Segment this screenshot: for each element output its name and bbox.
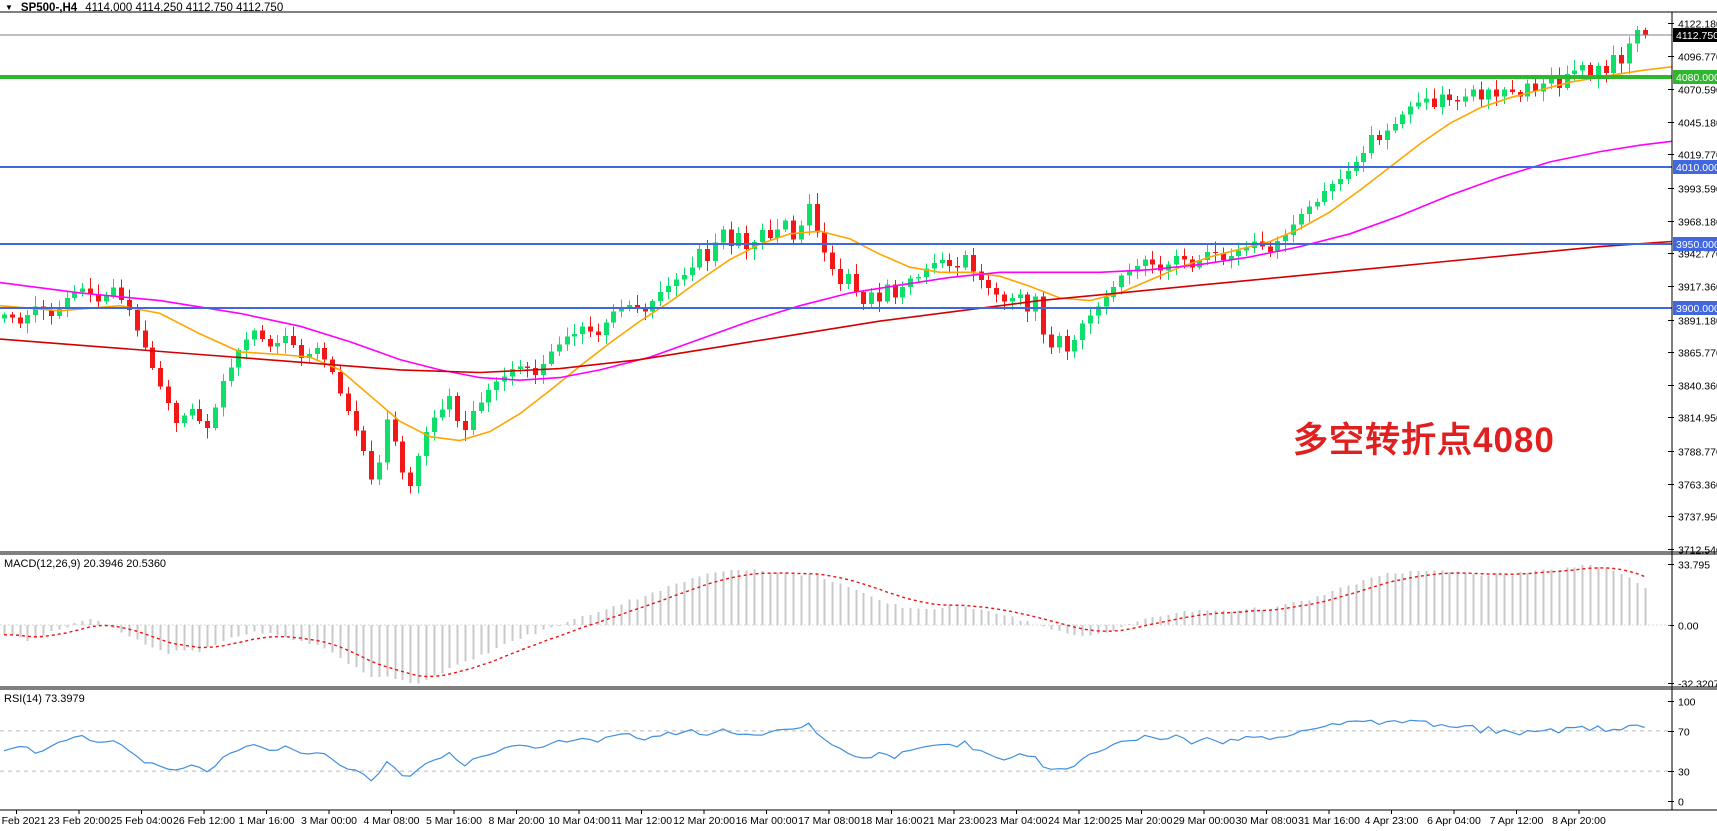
time-tick-label: 1 Mar 16:00 bbox=[238, 815, 294, 827]
symbol-timeframe: SP500-,H4 bbox=[20, 2, 78, 14]
time-tick-label: 4 Mar 08:00 bbox=[363, 815, 419, 827]
badge-last-price-text: 4112.750 bbox=[1676, 30, 1717, 42]
horizontal-line-objects[interactable] bbox=[0, 34, 1672, 309]
time-tick-label: 17 Mar 08:00 bbox=[798, 815, 860, 827]
axis-tick-label: 4122.180 bbox=[1678, 19, 1717, 31]
badge-hline-3950 bbox=[1673, 237, 1717, 251]
time-tick-label: 21 Mar 23:00 bbox=[923, 815, 985, 827]
time-tick-label: 25 Feb 04:00 bbox=[111, 815, 173, 827]
time-tick-label: 10 Mar 04:00 bbox=[548, 815, 610, 827]
price-badges: 4112.750 4080.000 4010.000 3950.000 3900.000 bbox=[1673, 28, 1717, 315]
badge-hline-3950-text: 3950.000 bbox=[1676, 239, 1717, 251]
price-axis[interactable]: 4122.180 4096.770 4070.590 4045.180 4019.770… bbox=[1668, 19, 1717, 809]
panel-borders bbox=[0, 11, 1717, 811]
time-tick-label: 30 Mar 08:00 bbox=[1236, 815, 1298, 827]
moving-averages bbox=[0, 66, 1672, 442]
axis-tick-label: 3712.540 bbox=[1678, 545, 1717, 557]
badge-hline-4010-text: 4010.000 bbox=[1676, 162, 1717, 174]
axis-tick-label: 3917.360 bbox=[1678, 282, 1717, 294]
rsi-indicator-label: RSI(14) 73.3979 bbox=[4, 693, 85, 705]
axis-tick-label: 100 bbox=[1678, 697, 1696, 709]
ma-fast-orange bbox=[0, 66, 1672, 442]
axis-tick-label: 4019.770 bbox=[1678, 150, 1717, 162]
axis-tick-label: 3993.590 bbox=[1678, 184, 1717, 196]
time-tick-label: 23 Feb 20:00 bbox=[48, 815, 110, 827]
badge-hline-3900-text: 3900.000 bbox=[1676, 303, 1717, 315]
axis-tick-label: 4070.590 bbox=[1678, 85, 1717, 97]
time-tick-label: 24 Mar 12:00 bbox=[1048, 815, 1110, 827]
badge-hline-4080 bbox=[1673, 70, 1717, 84]
annotation-text[interactable]: 多空转折点4080 bbox=[1293, 421, 1555, 460]
time-tick-label: 7 Apr 12:00 bbox=[1490, 815, 1544, 827]
time-tick-label: 16 Mar 00:00 bbox=[736, 815, 798, 827]
time-tick-label: 4 Apr 23:00 bbox=[1365, 815, 1419, 827]
time-tick-label: 8 Mar 20:00 bbox=[488, 815, 544, 827]
axis-tick-label: 0.00 bbox=[1678, 621, 1699, 633]
collapse-icon[interactable]: ▼ bbox=[5, 3, 13, 12]
macd-histogram bbox=[0, 564, 1672, 684]
chart-header: ▼ SP500-,H4 4114.000 4114.250 4112.750 4… bbox=[5, 2, 283, 14]
axis-tick-label: 3814.950 bbox=[1678, 413, 1717, 425]
axis-tick-label: 3865.770 bbox=[1678, 348, 1717, 360]
badge-hline-4010 bbox=[1673, 160, 1717, 174]
time-tick-label: 8 Apr 20:00 bbox=[1552, 815, 1606, 827]
time-tick-label: 26 Feb 12:00 bbox=[173, 815, 235, 827]
badge-hline-4080-text: 4080.000 bbox=[1676, 72, 1717, 84]
time-tick-label: 12 Mar 20:00 bbox=[673, 815, 735, 827]
ma-slow-red bbox=[0, 240, 1672, 374]
axis-tick-label: 3942.770 bbox=[1678, 249, 1717, 261]
axis-tick-label: 3840.360 bbox=[1678, 381, 1717, 393]
time-tick-label: 18 Mar 16:00 bbox=[861, 815, 923, 827]
axis-tick-label: 70 bbox=[1678, 727, 1690, 739]
rsi-panel-plot bbox=[0, 719, 1672, 782]
axis-tick-label: 4045.180 bbox=[1678, 118, 1717, 130]
axis-tick-label: -32.3207 bbox=[1678, 679, 1717, 691]
time-tick-label: 5 Mar 16:00 bbox=[426, 815, 482, 827]
axis-tick-label: 3968.180 bbox=[1678, 217, 1717, 229]
badge-hline-3900 bbox=[1673, 301, 1717, 315]
macd-indicator-label: MACD(12,26,9) 20.3946 20.5360 bbox=[4, 558, 167, 570]
time-tick-label: 23 Mar 04:00 bbox=[986, 815, 1048, 827]
axis-tick-label: 3788.770 bbox=[1678, 447, 1717, 459]
ma-medium-magenta bbox=[0, 140, 1672, 382]
axis-tick-label: 3763.360 bbox=[1678, 480, 1717, 492]
time-tick-label: 3 Mar 00:00 bbox=[301, 815, 357, 827]
axis-tick-label: 3737.950 bbox=[1678, 512, 1717, 524]
time-tick-label: 29 Mar 00:00 bbox=[1173, 815, 1235, 827]
time-tick-label: 6 Apr 04:00 bbox=[1427, 815, 1481, 827]
macd-signal-line bbox=[4, 567, 1645, 678]
time-tick-label: 22 Feb 2021 bbox=[0, 815, 46, 827]
axis-tick-label: 30 bbox=[1678, 767, 1690, 779]
time-tick-label: 11 Mar 12:00 bbox=[611, 815, 672, 827]
axis-tick-label: 33.795 bbox=[1678, 560, 1710, 572]
axis-tick-label: 0 bbox=[1678, 797, 1684, 809]
badge-last-price bbox=[1673, 28, 1717, 42]
axis-tick-label: 3891.180 bbox=[1678, 316, 1717, 328]
time-tick-label: 31 Mar 16:00 bbox=[1298, 815, 1360, 827]
rsi-line bbox=[3, 719, 1645, 782]
time-tick-label: 25 Mar 20:00 bbox=[1111, 815, 1173, 827]
axis-tick-label: 4096.770 bbox=[1678, 52, 1717, 64]
ohlc-readout: 4114.000 4114.250 4112.750 4112.750 bbox=[85, 2, 284, 14]
